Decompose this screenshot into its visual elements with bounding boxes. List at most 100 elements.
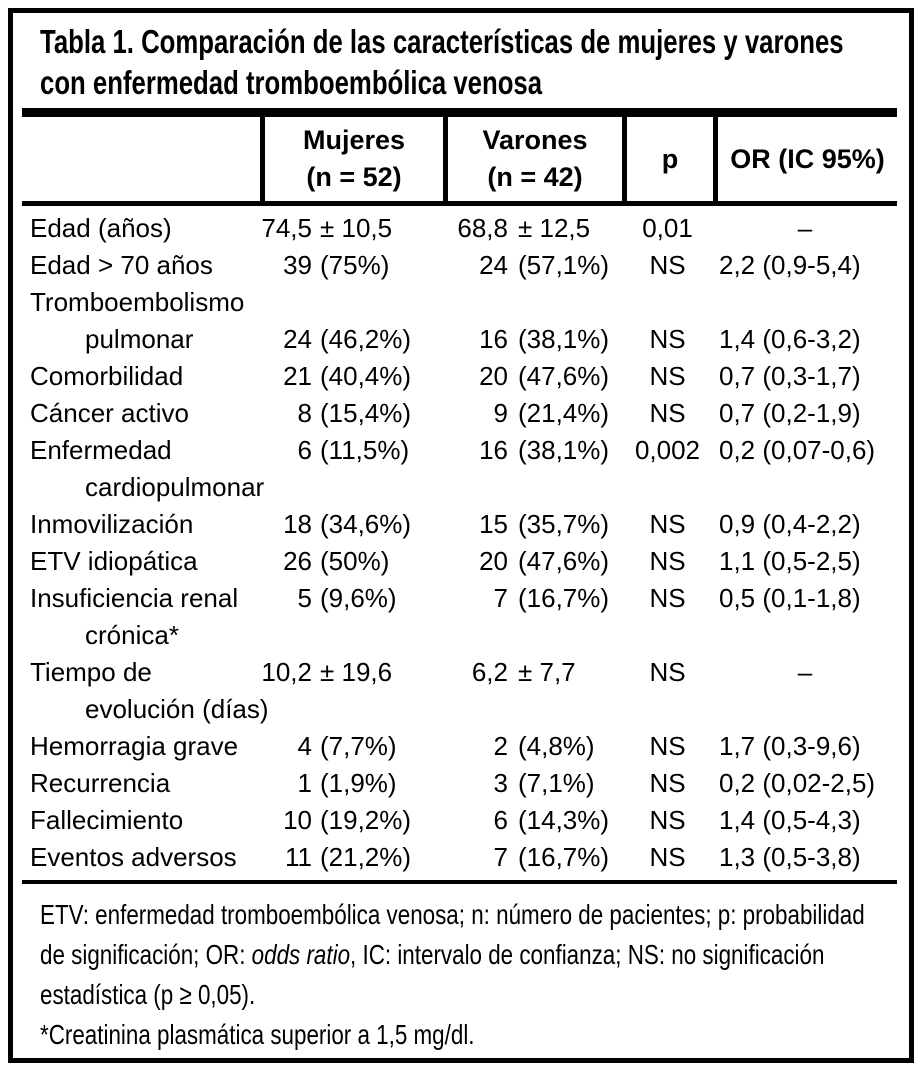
header-cell-or: OR (IC 95%): [713, 117, 897, 201]
varones-value: 6,2: [471, 657, 508, 687]
mujeres-percent: ± 19,6: [320, 657, 393, 687]
mujeres-value: [260, 469, 312, 506]
row-label: Cáncer activo: [30, 398, 189, 428]
varones-value: 3: [493, 768, 508, 798]
varones-percent: (4,8%): [518, 731, 595, 761]
cell-p-value: NS: [649, 768, 686, 798]
mujeres-value: 5: [297, 583, 312, 613]
varones-percent: ± 12,5: [518, 213, 591, 243]
cell-mujeres: [260, 617, 443, 654]
cell-p-value: NS: [649, 509, 686, 539]
table-header: Mujeres (n = 52) Varones (n = 42) p OR (…: [22, 117, 897, 201]
cell-varones: 6,2 ± 7,7: [443, 654, 622, 691]
cell-or-value: 1,4 (0,6-3,2): [719, 324, 861, 354]
varones-value: 20: [479, 546, 508, 576]
row-label: cardiopulmonar: [85, 472, 265, 502]
varones-percent: (16,7%): [518, 842, 610, 872]
cell-mujeres: [260, 469, 443, 506]
rule-above-footnotes: [22, 880, 897, 884]
cell-p-value: [622, 691, 713, 728]
mujeres-percent: (40,4%): [320, 361, 412, 391]
footnote-asterisk: *Creatinina plasmática superior a 1,5 mg…: [40, 1019, 475, 1050]
mujeres-percent: (19,2%): [320, 805, 412, 835]
table-row: Edad (años) 74,5 ± 10,5 68,8 ± 12,5 0,01 –: [22, 210, 897, 247]
table-row: Edad > 70 años 39 (75%) 24 (57,1%) NS 2,2 …: [22, 247, 897, 284]
mujeres-percent: (75%): [320, 250, 390, 280]
cell-mujeres: 18 (34,6%): [260, 506, 443, 543]
cell-varones: 20 (47,6%): [443, 358, 622, 395]
rule-below-header: [22, 201, 897, 206]
mujeres-value: [260, 691, 312, 728]
cell-varones: 7 (16,7%): [443, 839, 622, 876]
varones-percent: (47,6%): [518, 546, 610, 576]
cell-or-value: 1,4 (0,5-4,3): [719, 805, 861, 835]
header-mujeres-n: (n = 52): [306, 162, 402, 192]
cell-p-value: [622, 284, 713, 321]
row-label: Edad > 70 años: [30, 250, 213, 280]
table-row: Tiempo de 10,2 ± 19,6 6,2 ± 7,7 NS –: [22, 654, 897, 691]
cell-or-value: 0,7 (0,3-1,7): [719, 361, 861, 391]
varones-value: 68,8: [457, 213, 508, 243]
cell-or-value: 0,2 (0,02-2,5): [719, 768, 876, 798]
cell-p-value: NS: [649, 250, 686, 280]
header-cell-variable: [22, 117, 260, 201]
cell-p-value: NS: [649, 361, 686, 391]
table-row: Fallecimiento 10 (19,2%) 6 (14,3%) NS 1,4 …: [22, 802, 897, 839]
cell-mujeres: 10,2 ± 19,6: [260, 654, 443, 691]
cell-or-value: 2,2 (0,9-5,4): [719, 250, 861, 280]
mujeres-percent: (15,4%): [320, 398, 412, 428]
varones-value: 7: [493, 583, 508, 613]
mujeres-percent: ± 10,5: [320, 213, 393, 243]
mujeres-value: 18: [283, 509, 312, 539]
mujeres-value: 10,2: [261, 657, 312, 687]
table-row: Comorbilidad 21 (40,4%) 20 (47,6%) NS 0,7 …: [22, 358, 897, 395]
varones-value: 15: [479, 509, 508, 539]
cell-varones: 6 (14,3%): [443, 802, 622, 839]
cell-mujeres: 26 (50%): [260, 543, 443, 580]
header-cell-mujeres: Mujeres (n = 52): [260, 117, 443, 201]
cell-mujeres: 21 (40,4%): [260, 358, 443, 395]
varones-percent: (47,6%): [518, 361, 610, 391]
cell-p-value: NS: [649, 805, 686, 835]
mujeres-value: 26: [283, 546, 312, 576]
header-varones-n: (n = 42): [487, 162, 583, 192]
cell-p-value: NS: [649, 546, 686, 576]
mujeres-percent: (9,6%): [320, 583, 397, 613]
cell-or-value: [713, 617, 897, 654]
varones-percent: (38,1%): [518, 435, 610, 465]
cell-p-value: [622, 617, 713, 654]
mujeres-value: 21: [283, 361, 312, 391]
row-label: crónica*: [85, 620, 179, 650]
mujeres-percent: (7,7%): [320, 731, 397, 761]
footnote-line2-post: , IC: intervalo de confianza; NS: no sig…: [350, 939, 825, 970]
row-label: Eventos adversos: [30, 842, 237, 872]
cell-mujeres: 24 (46,2%): [260, 321, 443, 358]
cell-varones: 7 (16,7%): [443, 580, 622, 617]
table-row: Tromboembolismo: [22, 284, 897, 321]
cell-or-value: [713, 469, 897, 506]
cell-or-value: 0,2 (0,07-0,6): [719, 435, 876, 465]
cell-p-value: NS: [649, 657, 686, 687]
varones-value: [443, 617, 508, 654]
cell-or-value: 1,1 (0,5-2,5): [719, 546, 861, 576]
cell-or-value: [713, 284, 897, 321]
mujeres-value: 6: [297, 435, 312, 465]
varones-value: 7: [493, 842, 508, 872]
cell-varones: [443, 284, 622, 321]
mujeres-value: 4: [297, 731, 312, 761]
cell-varones: [443, 691, 622, 728]
cell-varones: 15 (35,7%): [443, 506, 622, 543]
footnote-line1: ETV: enfermedad tromboembólica venosa; n…: [40, 899, 865, 930]
mujeres-value: 24: [283, 324, 312, 354]
varones-percent: ± 7,7: [518, 657, 576, 687]
header-varones-label: Varones: [482, 125, 588, 155]
table-title-line2: con enfermedad tromboembólica venosa: [40, 64, 543, 101]
varones-value: 24: [479, 250, 508, 280]
table-body: Edad (años) 74,5 ± 10,5 68,8 ± 12,5 0,01 –…: [22, 206, 897, 878]
row-label: Hemorragia grave: [30, 731, 239, 761]
mujeres-percent: (34,6%): [320, 509, 412, 539]
cell-mujeres: [260, 691, 443, 728]
row-label: ETV idiopática: [30, 546, 198, 576]
varones-value: [443, 691, 508, 728]
